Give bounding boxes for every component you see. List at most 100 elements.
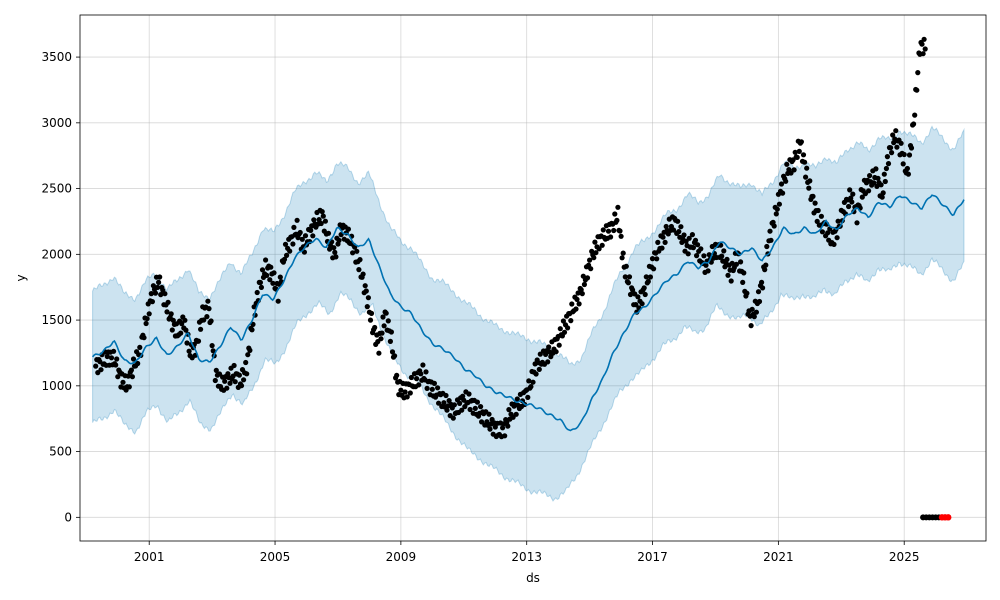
observed-point xyxy=(771,223,777,229)
observed-point xyxy=(418,371,424,377)
observed-point xyxy=(423,369,429,375)
observed-point xyxy=(268,264,274,270)
observed-point xyxy=(271,270,277,276)
observed-point xyxy=(681,232,687,238)
observed-point xyxy=(889,150,895,156)
observed-point xyxy=(157,274,163,280)
observed-point xyxy=(222,378,228,384)
observed-point xyxy=(803,174,809,180)
observed-point xyxy=(533,371,539,377)
observed-point xyxy=(528,384,534,390)
observed-point xyxy=(179,321,185,327)
y-tick-label: 0 xyxy=(64,510,72,524)
observed-point xyxy=(815,207,821,214)
observed-point xyxy=(802,159,808,165)
observed-point xyxy=(472,405,478,411)
observed-point xyxy=(257,279,263,286)
observed-point xyxy=(368,310,375,316)
observed-point xyxy=(362,283,368,289)
observed-point xyxy=(807,178,813,184)
observed-point xyxy=(894,144,900,150)
observed-point xyxy=(617,228,623,234)
observed-point xyxy=(360,271,366,277)
observed-point xyxy=(908,145,915,151)
observed-point xyxy=(545,359,551,365)
observed-point xyxy=(738,259,744,265)
observed-point xyxy=(241,377,247,383)
observed-point xyxy=(645,278,651,285)
observed-point xyxy=(506,407,512,413)
observed-point xyxy=(168,311,174,317)
observed-point xyxy=(155,284,161,290)
observed-point xyxy=(500,425,506,431)
observed-point xyxy=(376,350,382,356)
observed-point xyxy=(146,311,152,317)
observed-point xyxy=(724,256,730,262)
observed-point xyxy=(759,279,765,285)
observed-point xyxy=(792,149,798,155)
observed-point xyxy=(474,399,480,405)
observed-point xyxy=(135,360,141,367)
observed-point xyxy=(593,250,599,256)
observed-point xyxy=(760,285,766,291)
observed-point xyxy=(152,290,159,296)
observed-point xyxy=(588,266,594,272)
observed-point xyxy=(183,327,189,333)
observed-point xyxy=(249,327,255,333)
observed-point xyxy=(591,255,597,261)
observed-point xyxy=(806,185,812,191)
observed-point xyxy=(398,387,404,393)
observed-point xyxy=(605,228,612,234)
observed-point xyxy=(767,228,773,234)
observed-point xyxy=(267,277,273,283)
observed-point xyxy=(579,291,585,297)
observed-point xyxy=(115,374,121,380)
plot-frame xyxy=(79,14,987,542)
observed-point xyxy=(776,201,783,207)
observed-point xyxy=(158,292,164,298)
observed-point xyxy=(780,190,786,196)
observed-point xyxy=(654,256,660,262)
observed-point xyxy=(205,298,211,304)
x-tick-label: 2013 xyxy=(511,550,542,564)
observed-point xyxy=(332,249,338,255)
observed-point xyxy=(259,267,266,273)
observed-point xyxy=(186,348,192,354)
observed-point xyxy=(804,165,810,171)
observed-point xyxy=(354,248,360,254)
observed-point xyxy=(866,188,872,194)
observed-point xyxy=(212,377,218,384)
observed-point xyxy=(162,291,168,297)
observed-point xyxy=(213,367,219,373)
observed-point xyxy=(885,161,892,167)
observed-point xyxy=(318,220,324,227)
observed-point xyxy=(630,287,636,293)
y-tick-label: 500 xyxy=(49,445,72,459)
observed-point xyxy=(270,280,276,286)
observed-point xyxy=(643,274,649,280)
y-tick-label: 1000 xyxy=(41,379,72,393)
observed-point xyxy=(416,382,422,388)
x-tick-label: 2001 xyxy=(134,550,165,564)
observed-point xyxy=(873,166,879,172)
observed-point xyxy=(380,314,386,320)
observed-point xyxy=(308,227,314,233)
observed-point xyxy=(740,279,746,285)
observed-point xyxy=(622,274,628,280)
observed-point xyxy=(874,183,880,189)
observed-point xyxy=(882,178,888,185)
observed-point xyxy=(642,291,648,298)
observed-point xyxy=(914,87,920,93)
observed-point xyxy=(900,161,906,167)
observed-point xyxy=(414,376,420,382)
observed-point xyxy=(297,229,303,236)
observed-point xyxy=(878,182,884,188)
observed-point xyxy=(705,268,711,274)
observed-point xyxy=(316,217,322,223)
observed-point xyxy=(429,386,435,392)
x-tick-label: 2009 xyxy=(386,550,417,564)
highlighted-points xyxy=(938,514,952,521)
observed-point xyxy=(446,398,452,404)
observed-point xyxy=(284,252,290,258)
observed-point xyxy=(350,250,356,256)
